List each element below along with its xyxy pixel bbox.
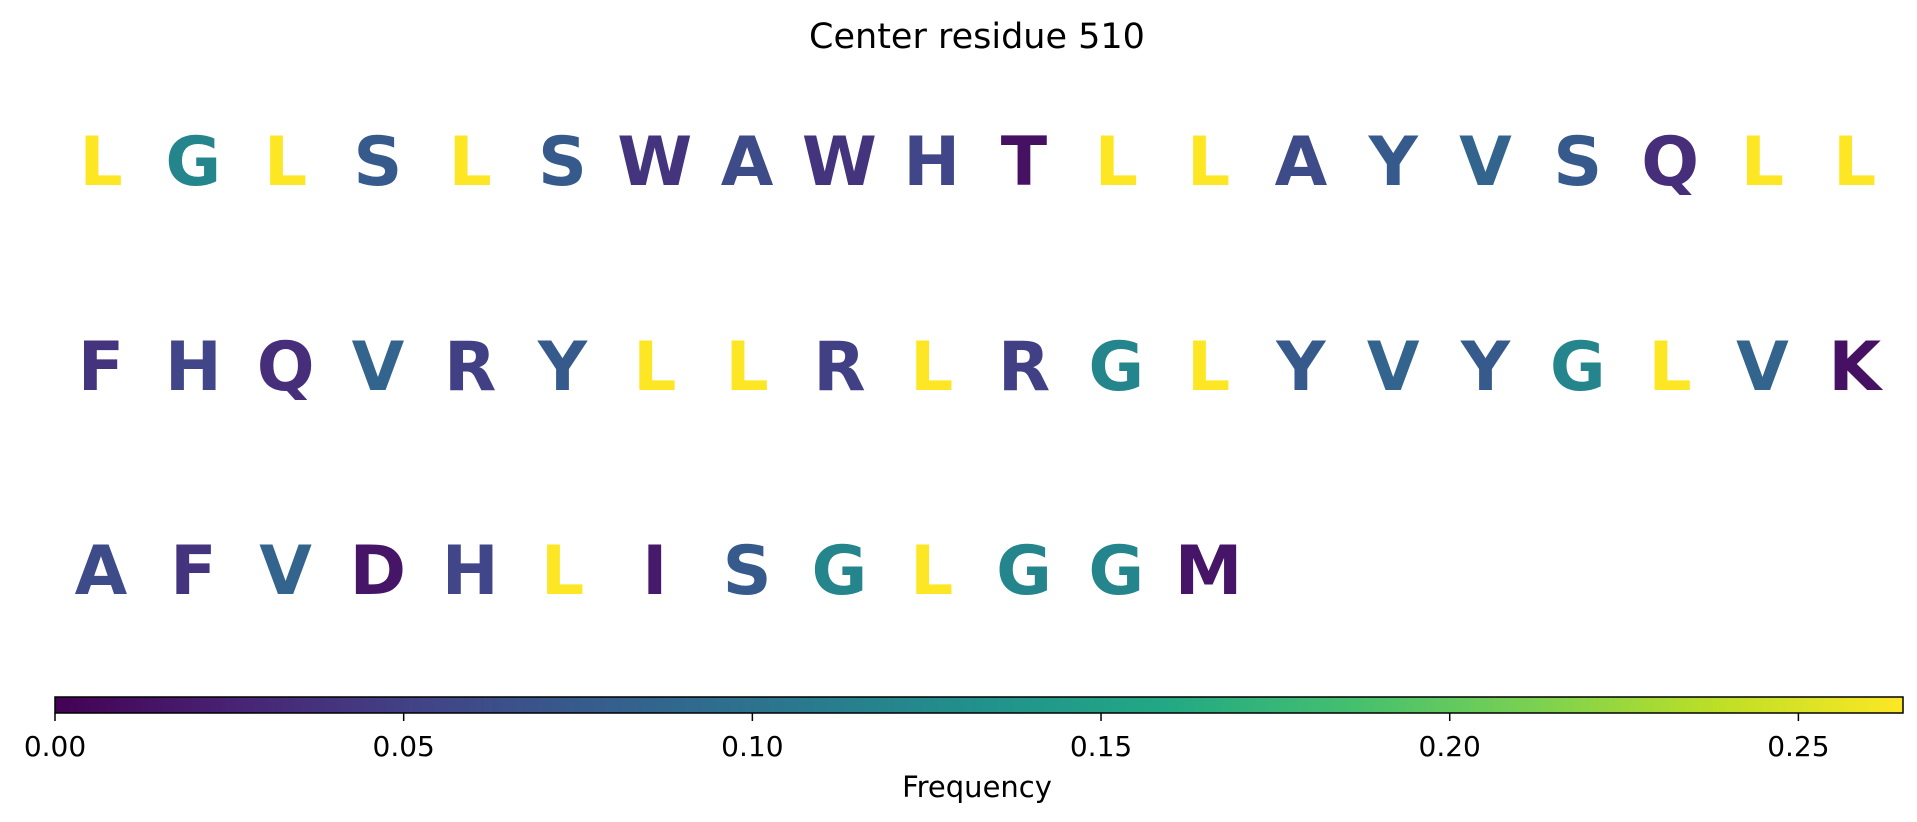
residue-letter: Y (1275, 328, 1326, 407)
residue-letter: G (996, 532, 1052, 611)
residue-letter: H (165, 328, 222, 407)
residue-grid: L G L S L S W A W H T L L A Y V S Q L LF H Q V R Y L L R L R G L Y V Y G L V K… (75, 123, 1884, 611)
residue-letter: Y (1368, 123, 1419, 202)
residue-letter: V (259, 532, 312, 611)
colorbar-gradient (54, 696, 1904, 714)
colorbar-ticks: 0.00 0.05 0.10 0.15 0.20 0.25 (24, 713, 1830, 763)
residue-letter: K (1828, 328, 1883, 407)
colorbar-tick-label: 0.20 (1419, 730, 1481, 763)
residue-letter: Y (537, 328, 588, 407)
residue-letter: R (998, 328, 1050, 407)
colorbar-tick-label: 0.00 (24, 730, 86, 763)
colorbar-tick-label: 0.05 (373, 730, 435, 763)
residue-letter: R (813, 328, 865, 407)
residue-letter: Q (1641, 123, 1699, 202)
residue-letter: L (1187, 328, 1230, 407)
residue-letter: L (79, 123, 122, 202)
residue-letter: S (538, 123, 587, 202)
residue-letter: W (802, 123, 877, 202)
residue-letter: G (165, 123, 221, 202)
residue-letter: S (353, 123, 402, 202)
residue-letter: F (78, 328, 124, 407)
residue-letter: L (264, 123, 307, 202)
colorbar-tick-label: 0.15 (1070, 730, 1132, 763)
residue-letter: A (75, 532, 128, 611)
residue-letter: L (910, 328, 953, 407)
colorbar-tick-label: 0.25 (1767, 730, 1829, 763)
residue-letter: Q (257, 328, 315, 407)
residue-letter: G (1088, 532, 1144, 611)
residue-letter: L (910, 532, 953, 611)
residue-letter: F (170, 532, 216, 611)
residue-letter: V (1367, 328, 1420, 407)
residue-letter: L (725, 328, 768, 407)
residue-letter: L (1095, 123, 1138, 202)
residue-letter: L (449, 123, 492, 202)
chart-title: Center residue 510 (809, 17, 1145, 57)
residue-letter: A (721, 123, 774, 202)
residue-letter: L (633, 328, 676, 407)
colorbar: 0.00 0.05 0.10 0.15 0.20 0.25 Frequency (24, 696, 1904, 804)
residue-letter: S (723, 532, 772, 611)
residue-letter: G (811, 532, 867, 611)
residue-letter: I (642, 532, 667, 611)
colorbar-label: Frequency (902, 770, 1052, 804)
residue-letter: G (1088, 328, 1144, 407)
residue-letter: W (617, 123, 692, 202)
residue-letter: S (1553, 123, 1602, 202)
residue-letter: L (1648, 328, 1691, 407)
residue-letter: L (1833, 123, 1876, 202)
residue-letter: R (444, 328, 496, 407)
residue-letter: L (541, 532, 584, 611)
residue-letter: V (1459, 123, 1512, 202)
residue-letter: L (1187, 123, 1230, 202)
residue-letter: D (350, 532, 406, 611)
residue-letter: G (1550, 328, 1606, 407)
residue-letter: T (1001, 123, 1048, 202)
residue-letter: V (1736, 328, 1789, 407)
colorbar-tick-label: 0.10 (721, 730, 783, 763)
residue-letter: A (1275, 123, 1328, 202)
residue-letter: Y (1460, 328, 1511, 407)
residue-letter: L (1741, 123, 1784, 202)
residue-letter: H (903, 123, 960, 202)
residue-letter: V (352, 328, 405, 407)
residue-letter: M (1175, 532, 1243, 611)
residue-letter: H (442, 532, 499, 611)
